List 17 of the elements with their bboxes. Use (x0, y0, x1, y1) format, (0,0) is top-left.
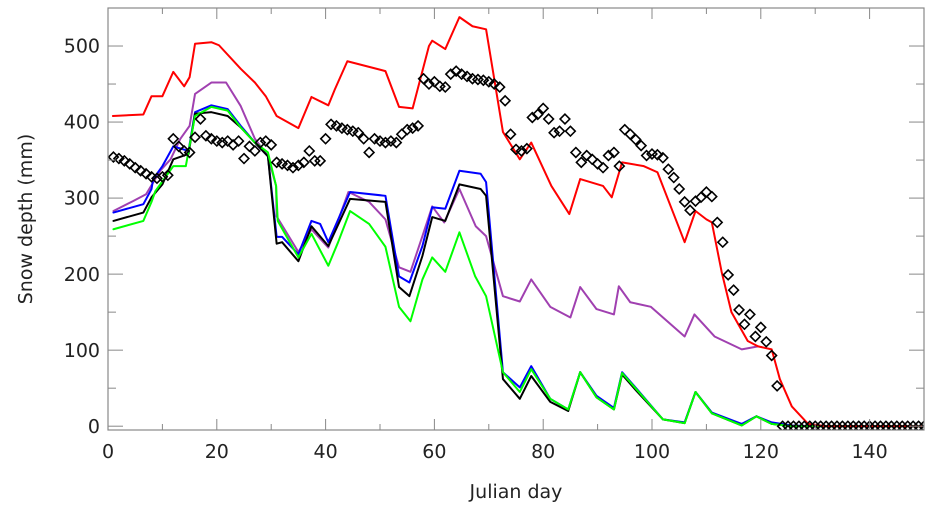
x-tick-label: 140 (851, 441, 888, 463)
x-tick-label: 60 (422, 441, 446, 463)
x-tick-label: 120 (742, 441, 779, 463)
x-tick-label: 80 (531, 441, 556, 463)
x-tick-label: 20 (204, 441, 229, 463)
y-tick-label: 500 (64, 36, 100, 58)
x-tick-label: 40 (314, 441, 338, 463)
x-tick-label: 0 (102, 441, 114, 463)
x-axis-title: Julian day (468, 481, 562, 503)
line-series (112, 82, 760, 350)
y-tick-label: 0 (88, 416, 100, 438)
y-tick-label: 100 (64, 340, 100, 362)
y-tick-label: 400 (64, 112, 100, 134)
y-tick-label: 300 (64, 188, 100, 210)
y-axis-title: Snow depth (mm) (15, 134, 37, 304)
x-tick-label: 100 (634, 441, 670, 463)
y-tick-label: 200 (64, 264, 100, 286)
